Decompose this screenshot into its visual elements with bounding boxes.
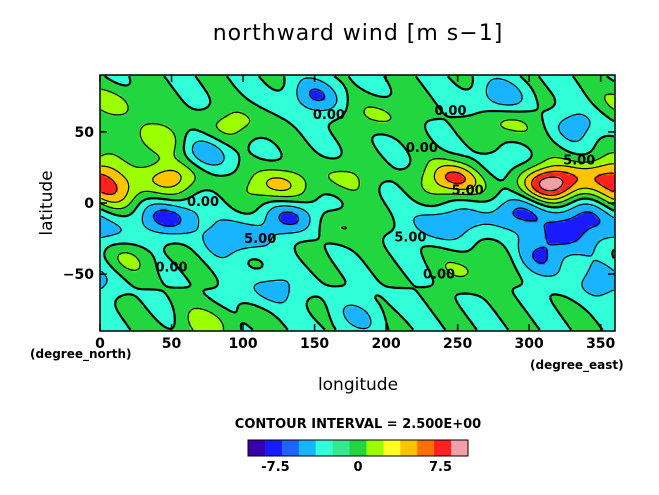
y-tick-label: −50 <box>63 267 94 283</box>
colorbar-swatch <box>332 440 351 456</box>
contour-lines <box>100 75 615 331</box>
plot-area: 0.000.000.005.005.000.005.000.005.000.00… <box>63 74 616 352</box>
contour-value-label: 0.00 <box>423 267 455 282</box>
colorbar-swatch <box>281 440 300 456</box>
contour-value-label: 0.00 <box>406 141 438 156</box>
x-tick-label: 150 <box>300 336 329 352</box>
contour-line <box>101 163 615 203</box>
colorbar-swatch <box>349 440 367 456</box>
colorbar-swatch <box>315 440 334 456</box>
y-unit-label: (degree_north) <box>30 347 131 362</box>
x-unit-label: (degree_east) <box>530 358 624 373</box>
axis-ticks: 0 50 100 150 200 250 300 350 −50 0 50 <box>63 75 616 352</box>
colorbar-swatch <box>434 440 452 456</box>
colorbar-swatch <box>383 440 401 456</box>
x-tick-label: 200 <box>371 336 400 352</box>
contour-value-label: 5.00 <box>563 154 595 169</box>
x-tick-label: 0 <box>95 336 105 352</box>
x-tick-label: 350 <box>586 336 615 352</box>
colorbar-swatch <box>264 440 283 456</box>
y-axis-label: latitude <box>37 170 57 235</box>
contour-labels: 0.00 0.00 0.00 5.00 5.00 0.00 5.00 0.00 5.00 0.00 <box>155 104 595 283</box>
colorbar-swatch <box>298 440 317 456</box>
colorbar-swatch <box>451 440 469 456</box>
contour-line <box>153 88 601 264</box>
x-tick-label: 250 <box>443 336 472 352</box>
colorbar: -7.5 0 7.5 <box>247 439 469 475</box>
contour-value-label: 5.00 <box>452 183 484 198</box>
x-tick-label: 300 <box>515 336 544 352</box>
colorbar-swatch <box>366 440 384 456</box>
x-axis-label: longitude <box>318 375 398 395</box>
colorbar-swatch <box>248 440 266 456</box>
chart-title: northward wind [m s−1] <box>213 21 504 46</box>
x-tick-label: 100 <box>228 336 257 352</box>
contour-value-label: 0.00 <box>187 195 219 210</box>
contour-interval-text: CONTOUR INTERVAL = 2.500E+00 <box>235 417 481 432</box>
colorbar-tick-label: 7.5 <box>429 460 452 475</box>
contour-line <box>101 170 615 196</box>
contour-value-label: 5.00 <box>244 232 276 247</box>
contour-line <box>100 88 615 331</box>
contour-line <box>100 77 615 330</box>
contour-line <box>538 176 564 192</box>
y-tick-label: 50 <box>75 125 95 141</box>
colorbar-frame <box>247 439 469 457</box>
contour-value-label: 0.00 <box>155 260 187 275</box>
contour-value-label: 5.00 <box>394 230 426 245</box>
colorbar-tick-label: -7.5 <box>261 460 289 475</box>
y-tick-label: 0 <box>84 196 94 212</box>
contour-value-label: 0.00 <box>313 108 345 123</box>
contour-line <box>100 75 615 331</box>
colorbar-tick-label: 0 <box>353 460 362 475</box>
contour-value-label: 0.00 <box>434 104 466 119</box>
x-tick-label: 50 <box>162 336 182 352</box>
colorbar-swatch <box>417 440 435 456</box>
colorbar-swatch <box>400 440 418 456</box>
